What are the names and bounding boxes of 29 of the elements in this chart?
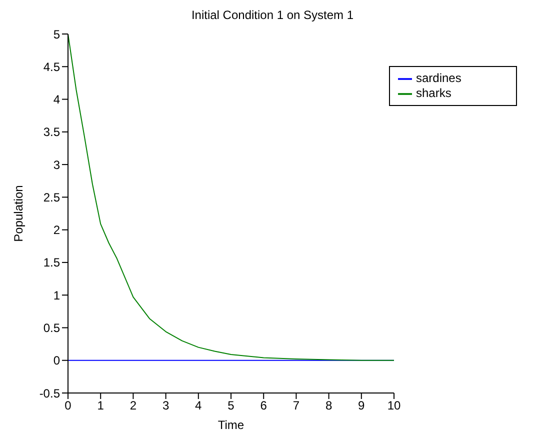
y-tick-label: 5 (53, 27, 60, 42)
y-tick-label: 1 (53, 288, 60, 302)
x-tick-label: 0 (64, 398, 72, 413)
y-tick-label: 2.5 (43, 190, 60, 204)
y-tick-label: 3 (53, 158, 60, 172)
y-axis-title: Population (11, 185, 26, 242)
y-tick-label: 1.5 (43, 256, 60, 270)
y-tick-label: -0.5 (39, 386, 60, 400)
x-tick-label: 6 (260, 398, 268, 413)
legend-label: sardines (416, 71, 462, 85)
x-tick-label: 4 (195, 398, 202, 413)
y-tick-label: 0 (53, 354, 60, 368)
y-tick-label: 4 (53, 92, 60, 107)
x-tick-label: 8 (325, 398, 332, 413)
chart-title: Initial Condition 1 on System 1 (190, 8, 355, 24)
x-tick-label: 7 (292, 398, 300, 413)
x-axis-title: Time (218, 418, 244, 432)
line-series (68, 34, 394, 361)
x-tick-label: 2 (130, 398, 137, 413)
x-tick-label: 9 (358, 398, 366, 413)
y-tick-label: 3.5 (43, 125, 60, 140)
x-tick-label: 3 (162, 398, 170, 413)
y-tick-label: 0.5 (43, 320, 60, 335)
x-tick-label: 5 (228, 398, 235, 413)
x-tick-label: 10 (387, 398, 401, 413)
y-tick-label: 2 (53, 223, 60, 238)
y-tick-label: 4.5 (43, 60, 60, 74)
legend-label: sharks (416, 86, 452, 100)
x-tick-label: 1 (97, 398, 104, 413)
